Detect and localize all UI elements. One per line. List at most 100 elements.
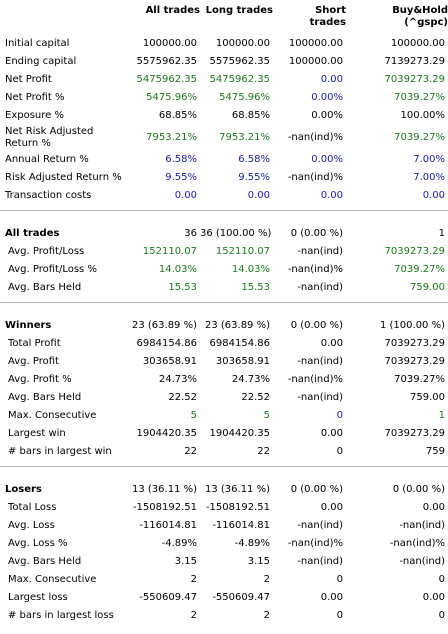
cell-long-trades: 5575962.35 [209, 56, 270, 67]
losers-row-total-loss: Total Loss -1508192.51 -1508192.51 0.00 0.00 [0, 499, 448, 517]
row-label: Avg. Bars Held [8, 282, 82, 293]
cell-buy-hold: 1 [438, 410, 445, 421]
cell-short-trades: -nan(ind)% [287, 538, 343, 549]
cell-all-trades: 36 [184, 228, 197, 239]
cell-long-trades: 7953.21% [219, 132, 270, 143]
cell-long-trades: 22 [257, 446, 270, 457]
cell-long-trades: 24.73% [231, 374, 270, 385]
cell-buy-hold: 7039273.29 [384, 246, 445, 257]
cell-long-trades: 100000.00 [215, 38, 270, 49]
cell-buy-hold: 7039.27% [394, 374, 445, 385]
cell-long-trades: 15.53 [241, 282, 270, 293]
cell-long-trades: 5475962.35 [209, 74, 270, 85]
row-label: Avg. Bars Held [8, 556, 82, 567]
cell-buy-hold: -nan(ind) [399, 520, 445, 531]
cell-all-trades: 2 [190, 574, 197, 585]
cell-short-trades: 0.00 [320, 190, 343, 201]
cell-long-trades: 6984154.86 [209, 338, 270, 349]
cell-long-trades: -1508192.51 [205, 502, 270, 513]
cell-buy-hold: 1 (100.00 %) [379, 320, 445, 331]
cell-short-trades: 0.00 [320, 428, 343, 439]
cell-long-trades: -4.89% [234, 538, 270, 549]
header-blank [0, 0, 129, 35]
section-divider-2 [0, 297, 448, 309]
winners-row-avg-profit: Avg. Profit % 24.73% 24.73% -nan(ind)% 7039.… [0, 371, 448, 389]
cell-all-trades: 15.53 [168, 282, 197, 293]
cell-short-trades: 0 [336, 446, 343, 457]
cell-buy-hold: 759.00 [410, 392, 445, 403]
cell-buy-hold: 7039273.29 [384, 74, 445, 85]
summary-row-risk-adjusted-return: Risk Adjusted Return % 9.55% 9.55% -nan(ind… [0, 169, 448, 187]
cell-short-trades: 0.00% [311, 154, 343, 165]
col-header-all-trades: All trades [145, 5, 200, 16]
row-label: Avg. Profit/Loss [8, 246, 85, 257]
row-label: Largest loss [8, 592, 68, 603]
summary-row-exposure: Exposure % 68.85% 68.85% 0.00% 100.00% [0, 107, 448, 125]
summary-row-net-profit: Net Profit 5475962.35 5475962.35 0.00 703927… [0, 71, 448, 89]
cell-long-trades: 1904420.35 [209, 428, 270, 439]
cell-buy-hold: 7.00% [413, 154, 445, 165]
summary-row-initial-capital: Initial capital 100000.00 100000.00 100000.… [0, 35, 448, 53]
row-label: # bars in largest loss [8, 610, 114, 621]
cell-long-trades: 0.00 [247, 190, 270, 201]
cell-long-trades: 2 [263, 574, 270, 585]
row-label: Avg. Bars Held [8, 392, 82, 403]
cell-long-trades: 6.58% [238, 154, 270, 165]
cell-buy-hold: -nan(ind) [399, 556, 445, 567]
cell-buy-hold: 7039.27% [394, 264, 445, 275]
row-label: Annual Return % [5, 154, 89, 165]
cell-buy-hold: 7039273.29 [384, 356, 445, 367]
cell-short-trades: 0 (0.00 %) [290, 320, 343, 331]
cell-all-trades: 24.73% [158, 374, 197, 385]
cell-all-trades: 13 (36.11 %) [131, 484, 197, 495]
cell-all-trades: 100000.00 [142, 38, 197, 49]
cell-short-trades: 0 [336, 574, 343, 585]
cell-long-trades: 36 (100.00 %) [200, 228, 272, 239]
cell-short-trades: 0 (0.00 %) [290, 484, 343, 495]
cell-all-trades: 5475.96% [146, 92, 197, 103]
cell-all-trades: -550609.47 [139, 592, 197, 603]
row-label: Ending capital [5, 56, 77, 67]
divider-line [0, 205, 448, 217]
cell-long-trades: 3.15 [247, 556, 270, 567]
cell-all-trades: 5 [190, 410, 197, 421]
cell-buy-hold: 7039273.29 [384, 428, 445, 439]
losers-row-bars-in-largest-loss: # bars in largest loss 2 2 0 0 [0, 607, 448, 625]
cell-all-trades: 22.52 [168, 392, 197, 403]
cell-short-trades: -nan(ind) [297, 356, 343, 367]
cell-buy-hold: 100000.00 [390, 38, 445, 49]
cell-short-trades: 0.00 [320, 502, 343, 513]
cell-short-trades: -nan(ind)% [287, 374, 343, 385]
cell-all-trades: -116014.81 [139, 520, 197, 531]
cell-buy-hold: 7139273.29 [384, 56, 445, 67]
losers-row-avg-loss: Avg. Loss % -4.89% -4.89% -nan(ind)% -nan(in… [0, 535, 448, 553]
all-trades-row-avg-bars-held: Avg. Bars Held 15.53 15.53 -nan(ind) 759.00 [0, 279, 448, 297]
row-label: Total Loss [8, 502, 57, 513]
row-label: Winners [5, 320, 52, 331]
winners-header-row-winners: Winners 23 (63.89 %) 23 (63.89 %) 0 (0.00 %… [0, 317, 448, 335]
winners-row-avg-profit: Avg. Profit 303658.91 303658.91 -nan(ind) 70… [0, 353, 448, 371]
cell-short-trades: 0.00% [311, 110, 343, 121]
all-trades-row-avg-profit-loss: Avg. Profit/Loss 152110.07 152110.07 -nan(i… [0, 243, 448, 261]
row-label: All trades [5, 228, 60, 239]
cell-all-trades: 5575962.35 [136, 56, 197, 67]
section-gap [0, 217, 448, 225]
divider-line [0, 461, 448, 473]
col-header-buy-hold: Buy&Hold (^gspc) [392, 5, 448, 28]
cell-buy-hold: 0 [438, 574, 445, 585]
losers-row-avg-loss: Avg. Loss -116014.81 -116014.81 -nan(ind) -n… [0, 517, 448, 535]
row-label: Avg. Profit [8, 356, 59, 367]
cell-buy-hold: 0.00 [422, 592, 445, 603]
cell-long-trades: 14.03% [231, 264, 270, 275]
cell-buy-hold: 100.00% [400, 110, 446, 121]
row-label: Transaction costs [5, 190, 92, 201]
row-label: # bars in largest win [8, 446, 112, 457]
cell-long-trades: 2 [263, 610, 270, 621]
cell-long-trades: -550609.47 [212, 592, 270, 603]
cell-buy-hold: 759 [425, 446, 445, 457]
divider-line [0, 297, 448, 309]
gap-cell [0, 217, 448, 225]
cell-all-trades: 2 [190, 610, 197, 621]
